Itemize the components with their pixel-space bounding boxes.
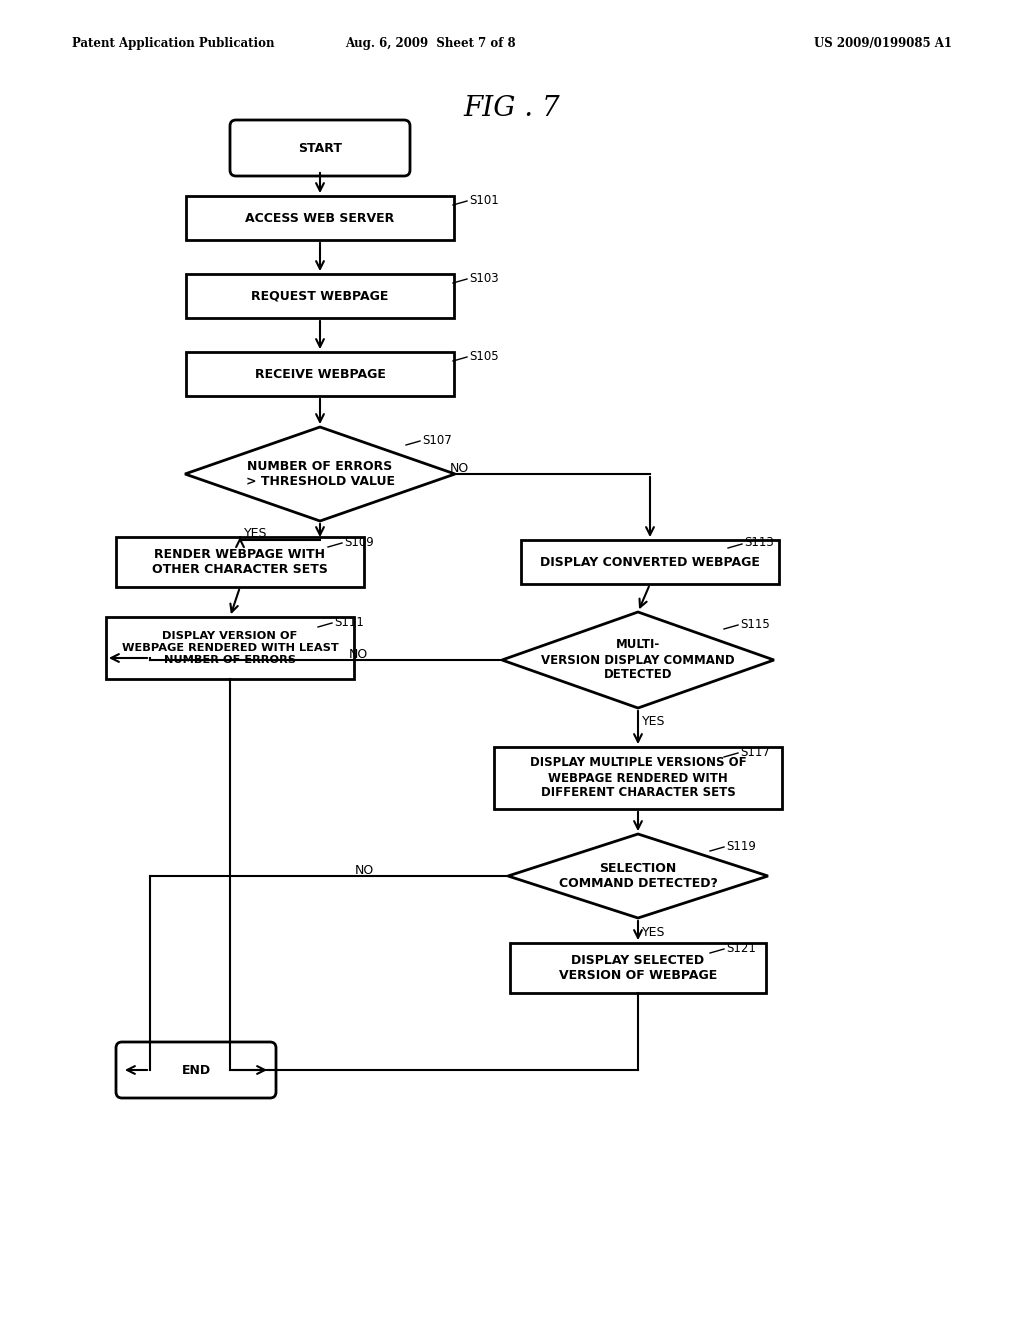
Text: S105: S105 — [469, 350, 499, 363]
Text: DISPLAY CONVERTED WEBPAGE: DISPLAY CONVERTED WEBPAGE — [540, 556, 760, 569]
Text: DISPLAY VERSION OF
WEBPAGE RENDERED WITH LEAST
NUMBER OF ERRORS: DISPLAY VERSION OF WEBPAGE RENDERED WITH… — [122, 631, 338, 664]
Bar — [106, 616, 354, 678]
Text: S101: S101 — [469, 194, 499, 206]
Text: FIG . 7: FIG . 7 — [464, 95, 560, 121]
Text: ACCESS WEB SERVER: ACCESS WEB SERVER — [246, 211, 394, 224]
Text: YES: YES — [642, 715, 666, 729]
Text: YES: YES — [642, 927, 666, 939]
Text: S103: S103 — [469, 272, 499, 285]
Text: S117: S117 — [740, 746, 770, 759]
FancyBboxPatch shape — [116, 1041, 276, 1098]
Text: Patent Application Publication: Patent Application Publication — [72, 37, 274, 50]
Text: NUMBER OF ERRORS
> THRESHOLD VALUE: NUMBER OF ERRORS > THRESHOLD VALUE — [246, 459, 394, 488]
Text: S115: S115 — [740, 618, 770, 631]
Text: MULTI-
VERSION DISPLAY COMMAND
DETECTED: MULTI- VERSION DISPLAY COMMAND DETECTED — [542, 639, 735, 681]
Bar — [510, 942, 766, 993]
Text: NO: NO — [354, 863, 374, 876]
Polygon shape — [508, 834, 768, 917]
Text: REQUEST WEBPAGE: REQUEST WEBPAGE — [251, 289, 389, 302]
Text: Aug. 6, 2009  Sheet 7 of 8: Aug. 6, 2009 Sheet 7 of 8 — [345, 37, 515, 50]
Text: DISPLAY MULTIPLE VERSIONS OF
WEBPAGE RENDERED WITH
DIFFERENT CHARACTER SETS: DISPLAY MULTIPLE VERSIONS OF WEBPAGE REN… — [529, 756, 746, 800]
Text: DISPLAY SELECTED
VERSION OF WEBPAGE: DISPLAY SELECTED VERSION OF WEBPAGE — [559, 954, 717, 982]
Text: RENDER WEBPAGE WITH
OTHER CHARACTER SETS: RENDER WEBPAGE WITH OTHER CHARACTER SETS — [152, 548, 328, 576]
Text: S109: S109 — [344, 536, 374, 549]
Text: NO: NO — [450, 462, 469, 474]
Text: START: START — [298, 141, 342, 154]
Text: S111: S111 — [334, 615, 364, 628]
Bar — [186, 275, 454, 318]
Text: NO: NO — [349, 648, 368, 660]
Text: S119: S119 — [726, 840, 756, 853]
Text: SELECTION
COMMAND DETECTED?: SELECTION COMMAND DETECTED? — [558, 862, 718, 890]
Text: YES: YES — [244, 527, 267, 540]
Polygon shape — [185, 426, 455, 521]
Text: END: END — [181, 1064, 211, 1077]
Text: US 2009/0199085 A1: US 2009/0199085 A1 — [814, 37, 952, 50]
Text: S113: S113 — [744, 536, 774, 549]
FancyBboxPatch shape — [230, 120, 410, 176]
Bar — [521, 540, 779, 583]
Polygon shape — [502, 612, 774, 708]
Bar — [186, 352, 454, 396]
Text: S107: S107 — [422, 433, 452, 446]
Text: S121: S121 — [726, 941, 756, 954]
Bar — [494, 747, 782, 809]
Bar — [186, 195, 454, 240]
Text: RECEIVE WEBPAGE: RECEIVE WEBPAGE — [255, 367, 385, 380]
Bar — [116, 537, 364, 587]
